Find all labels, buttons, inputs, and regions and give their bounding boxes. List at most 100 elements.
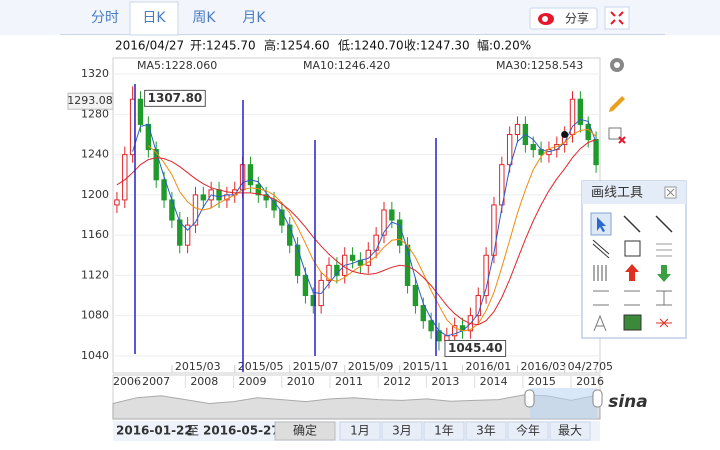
confirm-button[interactable]	[274, 421, 336, 441]
navigator-handle[interactable]	[524, 389, 535, 408]
candle-body	[263, 194, 269, 201]
range-label[interactable]: 3月	[392, 424, 412, 438]
tool-line[interactable]	[623, 215, 641, 233]
panel-header	[582, 181, 686, 204]
candle-body	[294, 244, 301, 276]
x-tick-label: 2015/05	[238, 360, 284, 373]
range-button[interactable]	[549, 421, 591, 441]
candle-body	[349, 254, 356, 261]
tool-text-line[interactable]	[656, 290, 672, 306]
candle-body	[161, 179, 167, 201]
y-tick-label: 1120	[81, 268, 109, 281]
tool-image[interactable]	[623, 314, 642, 331]
tab-selected-bg	[129, 1, 179, 36]
x-tick-label: 2016/03	[521, 360, 567, 373]
clear-icon[interactable]	[608, 127, 622, 140]
tool-up-arrow[interactable]	[625, 264, 639, 281]
tab[interactable]: 日K	[142, 10, 166, 26]
candle-body	[412, 284, 419, 307]
x-tick-label: 2015/07	[293, 360, 339, 373]
navigator-selection[interactable]	[530, 388, 597, 419]
y-tick-label: 1200	[81, 188, 109, 201]
tool-ray[interactable]	[655, 215, 673, 233]
candle-body	[514, 123, 521, 135]
x-tick-label: 2015/11	[403, 360, 449, 373]
candle-body	[192, 194, 199, 226]
tool-cycle[interactable]	[593, 265, 607, 281]
fullscreen-icon	[610, 11, 624, 25]
extreme-label: 1045.40	[448, 341, 503, 355]
candle-body	[302, 274, 309, 297]
x-tick-label: 05	[599, 360, 613, 373]
extreme-box	[144, 89, 206, 107]
tab[interactable]: 分时	[91, 10, 119, 26]
info-date: 2016/04/27	[115, 39, 184, 53]
candle-body	[200, 194, 207, 201]
range-label[interactable]: 1月	[350, 424, 370, 438]
logo: sina	[608, 392, 648, 412]
info-close: 收:1247.30	[404, 39, 470, 53]
candle-body	[326, 264, 332, 281]
x-tick-label: 2015/09	[348, 360, 394, 373]
navigator-year: 2009	[239, 375, 267, 388]
tool-percent[interactable]	[624, 290, 640, 306]
legend-entry: MA30:1258.543	[496, 59, 583, 72]
navigator-year: 2011	[335, 375, 363, 388]
candle-body	[216, 189, 222, 201]
candle-body	[451, 325, 458, 337]
start-date[interactable]: 2016-01-22	[116, 424, 193, 438]
y-tick-label: 1320	[81, 67, 109, 80]
range-button[interactable]	[381, 421, 423, 441]
end-date[interactable]: 2016-05-27	[203, 424, 280, 438]
range-button[interactable]	[339, 421, 381, 441]
candle-body	[491, 204, 497, 256]
ma-line	[147, 128, 597, 332]
confirm-label[interactable]: 确定	[293, 423, 317, 438]
candle-body	[593, 139, 599, 166]
cursor-box	[67, 92, 114, 110]
tool-delete[interactable]	[656, 318, 672, 328]
range-label[interactable]: 最大	[558, 424, 582, 438]
range-button[interactable]	[465, 421, 507, 441]
candle-body	[389, 209, 395, 221]
navigator-year: 2014	[480, 375, 508, 388]
share-label[interactable]: 分享	[565, 11, 589, 26]
y-tick-label: 1080	[81, 309, 109, 322]
tool-text[interactable]	[593, 314, 607, 332]
navigator-handle[interactable]	[592, 389, 603, 408]
tool-fib[interactable]	[656, 243, 672, 257]
info-high: 高:1254.60	[264, 38, 330, 53]
info-open: 开:1245.70	[190, 39, 256, 53]
info-low: 低:1240.70	[338, 39, 404, 53]
tab[interactable]: 周K	[192, 10, 216, 26]
tool-channel[interactable]	[592, 239, 610, 259]
navigator-year: 2006	[113, 375, 141, 388]
tool-down-arrow[interactable]	[657, 265, 671, 282]
candle-body	[381, 209, 387, 236]
fullscreen-button[interactable]	[604, 6, 630, 30]
candle-body	[114, 199, 120, 206]
range-label[interactable]: 今年	[516, 423, 540, 438]
y-tick-label: 1240	[81, 148, 109, 161]
y-tick-label: 1280	[81, 107, 109, 120]
candle-body	[499, 164, 505, 206]
range-label[interactable]: 3年	[476, 424, 496, 438]
tab[interactable]: 月K	[242, 10, 266, 26]
candle-body	[153, 149, 159, 181]
x-tick-label: 2015/03	[175, 360, 221, 373]
pencil-icon[interactable]	[609, 96, 625, 112]
range-button[interactable]	[423, 421, 465, 441]
extreme-label: 1307.80	[148, 91, 203, 105]
range-label[interactable]: 1年	[434, 424, 454, 438]
range-button[interactable]	[507, 421, 549, 441]
plot: 1040 1080 1120 1160 1200 1240 1280 1320 2015/03 2…	[67, 59, 613, 373]
tool-rect[interactable]	[624, 240, 641, 257]
x-tick-label: 2016/01	[466, 360, 512, 373]
extreme-box	[444, 339, 507, 357]
cursor-label: 1293.08	[67, 94, 113, 107]
tool-gann[interactable]	[593, 290, 609, 306]
navigator-year: 2008	[190, 375, 218, 388]
candle-body	[137, 98, 144, 125]
candle-body	[122, 154, 128, 201]
panel-frame	[581, 180, 687, 339]
